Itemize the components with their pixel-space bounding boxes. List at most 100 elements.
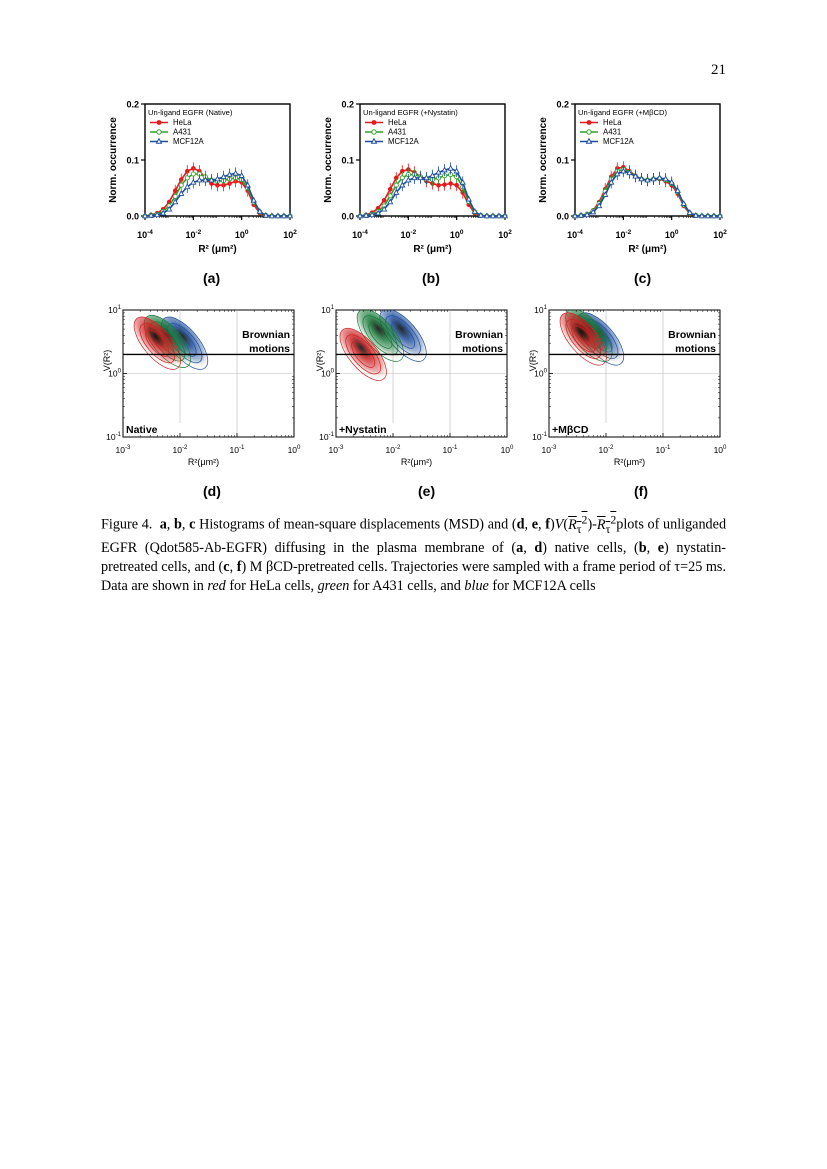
- contour-line: [565, 319, 602, 359]
- density-chart-d: Brownian motions Native 10-3 10-2 10-1 100 10-1…: [102, 304, 301, 467]
- data-point: [393, 188, 400, 195]
- caption-d2: d: [534, 539, 543, 556]
- x-tick-label: 100: [501, 444, 514, 455]
- data-point: [159, 209, 167, 216]
- data-point: [417, 174, 424, 181]
- caption-blue: blue: [464, 577, 489, 594]
- y-tick-label: 0.0: [556, 212, 569, 222]
- data-point: [716, 212, 724, 219]
- caption-a: a: [159, 516, 167, 533]
- condition-label: +MβCD: [552, 424, 589, 436]
- data-point: [387, 193, 393, 199]
- x-tick-label: 10-1: [443, 444, 459, 455]
- y-tick-label: 0.1: [341, 156, 354, 166]
- legend-label: MCF12A: [388, 137, 420, 146]
- condition-label-bg: [550, 423, 608, 436]
- brownian-label-2: motions: [249, 343, 290, 355]
- caption-text-2: plots of unliganded EGFR (Qdot585-Ab-EGF…: [101, 516, 727, 556]
- x-axis-label: R² (μm²): [628, 244, 666, 255]
- data-point: [674, 187, 681, 194]
- data-point: [274, 212, 282, 219]
- caption-b: b: [174, 516, 182, 533]
- caption-a2: a: [516, 539, 524, 556]
- data-point: [286, 212, 294, 219]
- x-tick-label: 10-2: [185, 229, 201, 240]
- caption-text-7: for A431 cells, and: [352, 577, 461, 594]
- data-point: [471, 207, 478, 214]
- figure-caption: Figure 4. a, b, c Histograms of mean-squ…: [101, 512, 727, 594]
- data-point: [686, 209, 693, 215]
- data-point: [190, 171, 196, 177]
- legend-marker: [585, 137, 593, 144]
- y-tick-label: 10-1: [532, 431, 548, 442]
- x-tick-label: 10-2: [386, 444, 402, 455]
- caption-text-1: Histograms of mean-square displacements …: [199, 516, 517, 533]
- x-tick-label: 10-4: [137, 229, 153, 240]
- plot-frame: [574, 103, 721, 217]
- legend-marker: [371, 120, 377, 125]
- plot-frame: [144, 103, 291, 217]
- data-point: [614, 170, 621, 177]
- legend-marker: [586, 129, 592, 135]
- data-point: [650, 175, 657, 182]
- data-point: [393, 175, 399, 181]
- x-tick-label: 10-3: [329, 444, 345, 455]
- data-point: [501, 212, 509, 219]
- data-point: [399, 181, 406, 188]
- y-tick-label: 0.2: [126, 100, 139, 110]
- y-tick-label: 10-1: [106, 431, 122, 442]
- x-tick-label: 102: [283, 229, 297, 240]
- panel-label-b: (b): [422, 270, 440, 286]
- caption-fig: Figure 4.: [101, 516, 153, 533]
- x-tick-label: 100: [235, 229, 249, 240]
- x-tick-label: 100: [665, 229, 679, 240]
- data-point: [184, 175, 190, 181]
- data-point: [172, 188, 178, 194]
- data-point: [256, 207, 263, 214]
- brownian-label-2: motions: [675, 343, 716, 355]
- data-point: [153, 211, 161, 218]
- panel-label-e: (e): [418, 483, 436, 499]
- y-tick-label: 0.1: [126, 156, 139, 166]
- data-point: [226, 171, 233, 177]
- caption-text-3: native cells, (: [554, 539, 639, 556]
- legend-title: Un-ligand EGFR (+Nystatin): [363, 108, 458, 117]
- data-point: [429, 172, 436, 178]
- histogram-chart-c: 0.0 0.1 0.2 10-4 10-2 100 102 Norm. occurrence R…: [538, 100, 727, 256]
- contour-line: [368, 321, 393, 349]
- data-point: [638, 175, 645, 182]
- x-tick-label: 10-1: [656, 444, 672, 455]
- density-blobs: [559, 310, 625, 366]
- legend-label: HeLa: [388, 118, 407, 127]
- data-point: [220, 173, 227, 180]
- data-point: [208, 176, 215, 183]
- brownian-label-1: Brownian: [242, 329, 290, 341]
- histogram-chart-b: 0.0 0.1 0.2 10-4 10-2 100 102 Norm. occurrence R…: [323, 100, 512, 256]
- x-tick-label: 10-4: [352, 229, 368, 240]
- data-point: [214, 175, 221, 182]
- x-tick-label: 102: [498, 229, 512, 240]
- condition-label: +Nystatin: [339, 424, 387, 436]
- data-point: [172, 193, 178, 199]
- data-point: [423, 174, 430, 181]
- data-point: [602, 191, 609, 197]
- density-chart-e: Brownian motions +Nystatin 10-3 10-2 10-1 100 1…: [315, 304, 514, 467]
- condition-label: Native: [126, 424, 158, 436]
- data-point: [465, 195, 472, 202]
- y-axis-label: Norm. occurrence: [538, 117, 549, 203]
- contour-line: [362, 315, 399, 356]
- brownian-label-1: Brownian: [455, 329, 503, 341]
- data-point: [483, 212, 491, 219]
- data-point: [656, 174, 663, 181]
- contour-line: [571, 325, 596, 353]
- data-point: [692, 211, 699, 218]
- data-point: [489, 212, 497, 219]
- data-point: [232, 169, 239, 176]
- data-point: [166, 205, 173, 212]
- data-point: [577, 211, 585, 218]
- data-point: [374, 209, 382, 216]
- y-axis-label: Norm. occurrence: [323, 117, 334, 203]
- data-point: [244, 181, 251, 188]
- density-hela: [560, 312, 607, 366]
- y-tick-label: 101: [108, 304, 121, 315]
